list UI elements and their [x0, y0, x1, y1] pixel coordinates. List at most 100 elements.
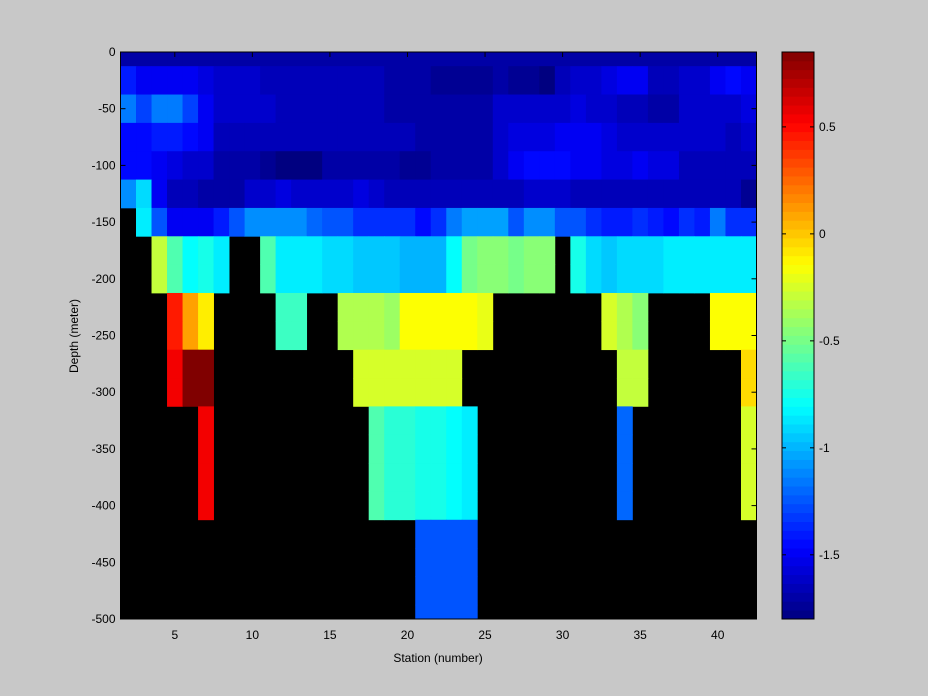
heatmap-cell: [136, 52, 152, 67]
heatmap-cell: [508, 66, 525, 95]
heatmap-cell: [616, 151, 633, 180]
heatmap-cell: [384, 179, 401, 209]
heatmap-cell: [260, 264, 277, 294]
colorbar-band: [782, 255, 814, 266]
colorbar-band: [782, 353, 814, 363]
heatmap-cell: [182, 378, 199, 407]
heatmap-cell: [601, 66, 618, 95]
heatmap-cell: [523, 207, 540, 237]
heatmap-cell: [384, 378, 401, 407]
heatmap-cell: [291, 236, 308, 266]
heatmap-cell: [120, 151, 137, 180]
heatmap-cell: [632, 292, 649, 322]
heatmap-cell: [446, 378, 463, 407]
heatmap-cell: [709, 321, 726, 351]
heatmap-cell: [399, 52, 416, 67]
heatmap-cell: [368, 236, 385, 266]
heatmap-cell: [151, 151, 168, 180]
heatmap-cell: [353, 236, 370, 266]
heatmap-cell: [446, 52, 463, 67]
heatmap-cell: [740, 207, 757, 237]
heatmap-cell: [213, 151, 230, 180]
heatmap-cell: [616, 321, 633, 351]
heatmap-cell: [167, 207, 183, 237]
colorbar-tick-label: 0.5: [819, 120, 836, 134]
heatmap-cell: [663, 236, 680, 266]
heatmap-cell: [647, 94, 664, 124]
heatmap-cell: [678, 207, 695, 237]
heatmap-cell: [461, 548, 478, 577]
heatmap-cell: [368, 321, 385, 351]
heatmap-cell: [709, 264, 726, 294]
heatmap-cell: [446, 349, 463, 379]
heatmap-cell: [647, 207, 664, 237]
heatmap-cell: [275, 151, 292, 180]
heatmap-cell: [725, 52, 742, 67]
heatmap-cell: [694, 52, 711, 67]
heatmap-cell: [399, 434, 416, 464]
colorbar-band: [782, 601, 814, 611]
colorbar-band: [782, 459, 814, 469]
heatmap-cell: [213, 207, 230, 237]
y-tick-label: -150: [91, 215, 115, 229]
heatmap-cell: [616, 122, 633, 152]
y-axis: 0 -50 -100 -150 -200 -250 -300 -350 -400 -450 -500: [91, 45, 757, 626]
colorbar-band: [782, 583, 814, 593]
colorbar-band: [782, 308, 814, 319]
heatmap-cell: [275, 236, 292, 266]
heatmap-cell: [337, 207, 354, 237]
heatmap-cell: [213, 122, 230, 152]
y-tick-label: -450: [91, 555, 115, 569]
heatmap-cell: [399, 349, 416, 379]
heatmap-cell: [399, 66, 416, 95]
heatmap-cell: [523, 122, 540, 152]
heatmap-cell: [430, 604, 447, 620]
heatmap-cell: [539, 122, 556, 152]
heatmap-cell: [167, 264, 183, 294]
colorbar-ticks: 0.5 0 -0.5 -1 -1.5: [782, 120, 840, 562]
heatmap-cell: [709, 236, 726, 266]
heatmap-cell: [663, 122, 680, 152]
colorbar-band: [782, 486, 814, 496]
heatmap-cell: [384, 264, 401, 294]
heatmap-cell: [616, 94, 633, 124]
heatmap-cell: [399, 321, 416, 351]
heatmap-cell: [368, 179, 385, 209]
heatmap-cell: [275, 321, 292, 351]
heatmap-cell: [198, 264, 214, 294]
heatmap-cell: [430, 207, 447, 237]
heatmap-cell: [198, 378, 214, 407]
x-tick-label: 5: [171, 628, 178, 642]
heatmap-cell: [725, 122, 742, 152]
heatmap-cell: [229, 151, 245, 180]
heatmap-cell: [601, 52, 618, 67]
heatmap-cell: [647, 151, 664, 180]
heatmap-cell: [570, 52, 587, 67]
heatmap-cell: [198, 94, 214, 124]
heatmap-cell: [616, 66, 633, 95]
colorbar-band: [782, 184, 814, 195]
heatmap-cell: [477, 207, 494, 237]
heatmap-cell: [446, 292, 463, 322]
colorbar-band: [782, 415, 814, 425]
heatmap-cell: [647, 236, 664, 266]
heatmap-cell: [461, 576, 478, 606]
heatmap-cell: [415, 548, 432, 577]
heatmap-cell: [601, 94, 618, 124]
heatmap-cell: [213, 179, 230, 209]
colorbar-band: [782, 122, 814, 133]
heatmap-cell: [632, 52, 649, 67]
heatmap-cell: [694, 179, 711, 209]
colorbar-band: [782, 229, 814, 239]
heatmap-cell: [725, 236, 742, 266]
heatmap-cell: [709, 207, 726, 237]
heatmap-cell: [182, 151, 199, 180]
heatmap-cell: [678, 151, 695, 180]
heatmap-cell: [508, 94, 525, 124]
heatmap-cell: [229, 207, 245, 237]
heatmap-cell: [554, 151, 571, 180]
heatmap-cell: [601, 236, 618, 266]
colorbar-band: [782, 238, 814, 248]
colorbar-band: [782, 344, 814, 354]
heatmap-cell: [368, 94, 385, 124]
